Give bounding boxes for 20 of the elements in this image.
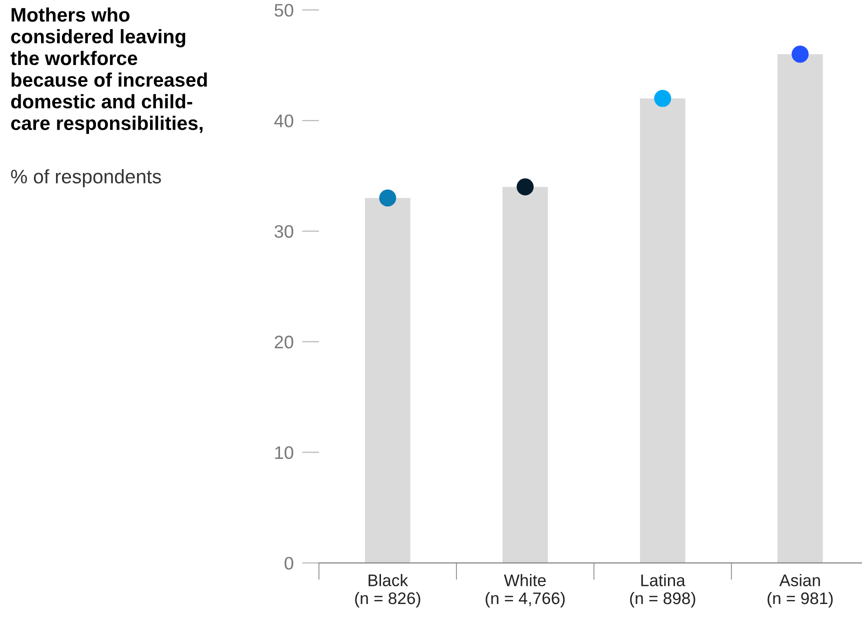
y-tick-label: 0 — [284, 556, 294, 570]
y-tick-label: 30 — [274, 225, 294, 238]
x-tick-label: Asian (n = 981) — [768, 574, 833, 608]
y-tick-label: 40 — [274, 114, 294, 128]
text: Mothers who considered leaving the workforce because of increased domestic and child- care responsibilities, — [10, 7, 207, 134]
point — [654, 90, 672, 107]
bar — [502, 186, 548, 563]
x-tick-label: Latina (n = 898) — [630, 574, 696, 608]
x-tick-label: Black (n = 826) — [355, 574, 420, 608]
text: % of respondents — [11, 169, 161, 188]
x-tick-label: White (n = 4,766) — [486, 574, 565, 608]
point — [379, 189, 396, 206]
point — [516, 178, 534, 196]
y-tick-label: 10 — [275, 446, 294, 460]
y-tick-label: 50 — [274, 4, 294, 17]
bar — [364, 198, 410, 563]
y-tick-label: 20 — [274, 336, 294, 348]
point — [792, 46, 809, 63]
bar — [777, 54, 823, 563]
bar — [640, 98, 686, 563]
